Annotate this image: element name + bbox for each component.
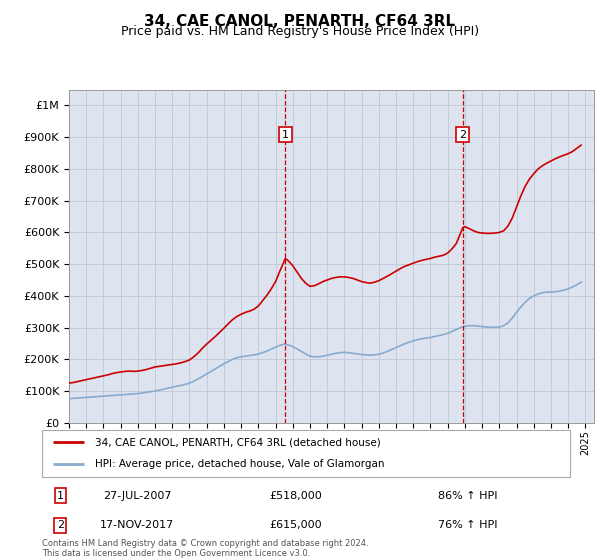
Text: 17-NOV-2017: 17-NOV-2017 [100, 520, 174, 530]
Text: HPI: Average price, detached house, Vale of Glamorgan: HPI: Average price, detached house, Vale… [95, 459, 385, 469]
Text: 34, CAE CANOL, PENARTH, CF64 3RL (detached house): 34, CAE CANOL, PENARTH, CF64 3RL (detach… [95, 437, 380, 447]
Text: 1: 1 [57, 491, 64, 501]
Text: 1: 1 [282, 129, 289, 139]
Text: Price paid vs. HM Land Registry's House Price Index (HPI): Price paid vs. HM Land Registry's House … [121, 25, 479, 38]
Text: 76% ↑ HPI: 76% ↑ HPI [438, 520, 497, 530]
Text: £518,000: £518,000 [269, 491, 322, 501]
Text: £615,000: £615,000 [269, 520, 322, 530]
Text: Contains HM Land Registry data © Crown copyright and database right 2024.
This d: Contains HM Land Registry data © Crown c… [42, 539, 368, 558]
Text: 2: 2 [57, 520, 64, 530]
Text: 27-JUL-2007: 27-JUL-2007 [103, 491, 171, 501]
Text: 86% ↑ HPI: 86% ↑ HPI [438, 491, 497, 501]
Text: 2: 2 [459, 129, 466, 139]
Text: 34, CAE CANOL, PENARTH, CF64 3RL: 34, CAE CANOL, PENARTH, CF64 3RL [145, 14, 455, 29]
